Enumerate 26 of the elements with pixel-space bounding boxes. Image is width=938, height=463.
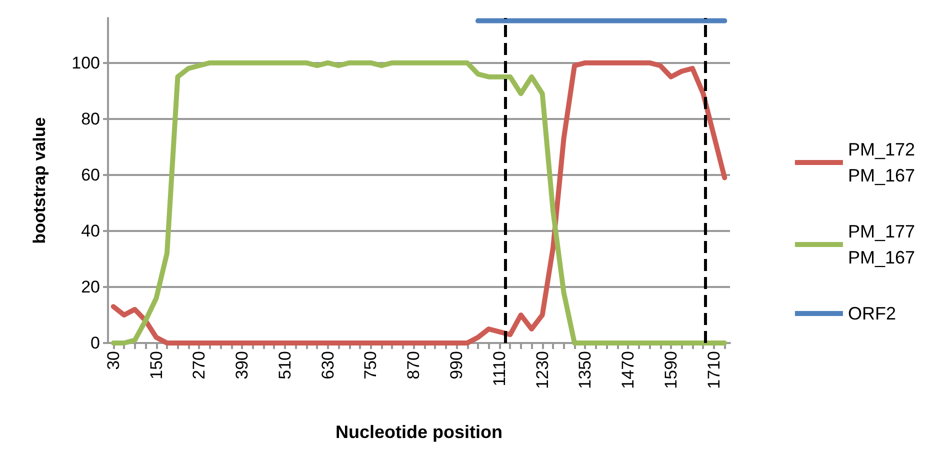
y-tick-label: 20 — [81, 277, 100, 296]
x-tick-label: 750 — [361, 351, 380, 380]
y-axis-title: bootstrap value — [30, 117, 49, 244]
y-tick-label: 80 — [81, 109, 100, 128]
y-tick-label: 0 — [90, 334, 100, 352]
y-tick-label: 60 — [81, 165, 100, 184]
x-tick-label: 1110 — [490, 351, 509, 386]
x-tick-label: 1470 — [618, 351, 638, 389]
x-tick-label: 390 — [232, 351, 252, 380]
x-tick-label: 1710 — [704, 351, 724, 389]
x-tick-label: 510 — [275, 351, 294, 380]
x-tick-label: 630 — [318, 351, 338, 380]
x-tick-label: 1350 — [576, 351, 595, 389]
x-tick-label: 270 — [190, 351, 209, 380]
y-tick-label: 40 — [81, 221, 100, 240]
legend-label: PM_172 PM_167 — [848, 140, 916, 186]
legend-label: PM_177 PM_167 — [848, 222, 916, 268]
x-tick-label: 150 — [146, 351, 166, 380]
x-tick-label: 1590 — [662, 351, 681, 389]
x-tick-label: 990 — [447, 351, 466, 380]
y-tick-label: 100 — [72, 53, 100, 72]
x-tick-label: 1230 — [532, 351, 552, 389]
x-axis-title: Nucleotide position — [335, 422, 503, 442]
x-tick-label: 30 — [104, 351, 123, 370]
x-tick-label: 870 — [404, 351, 424, 380]
legend-label: ORF2 — [848, 304, 896, 324]
